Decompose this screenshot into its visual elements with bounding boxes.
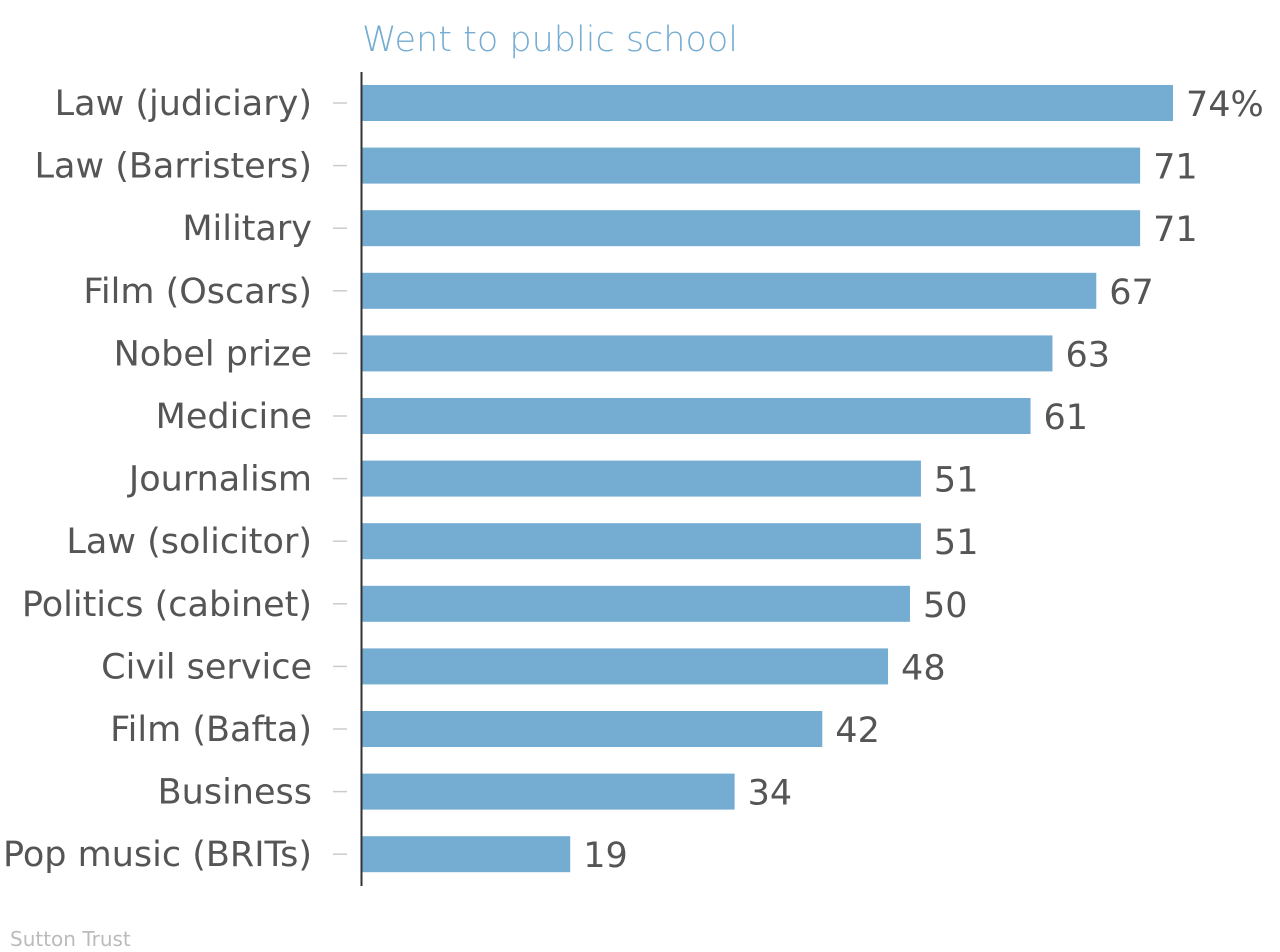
bar bbox=[362, 460, 921, 497]
bar bbox=[362, 272, 1097, 309]
category-label: Law (solicitor) bbox=[66, 522, 312, 562]
category-label: Civil service bbox=[101, 647, 312, 687]
value-label: 51 bbox=[934, 461, 979, 501]
value-label: 61 bbox=[1044, 398, 1089, 438]
value-label: 67 bbox=[1109, 273, 1154, 313]
value-label: 34 bbox=[748, 774, 793, 814]
category-label: Film (Oscars) bbox=[83, 272, 312, 312]
bar bbox=[362, 210, 1141, 247]
category-label: Medicine bbox=[156, 397, 312, 437]
bar bbox=[362, 523, 921, 560]
category-label: Business bbox=[158, 773, 312, 813]
value-label: 19 bbox=[583, 836, 628, 876]
category-label: Film (Bafta) bbox=[110, 710, 312, 750]
source-label: Sutton Trust bbox=[10, 927, 131, 951]
category-label: Nobel prize bbox=[114, 334, 312, 374]
value-label: 50 bbox=[923, 586, 968, 626]
value-label: 63 bbox=[1065, 335, 1110, 375]
value-label: 74% bbox=[1186, 85, 1264, 125]
category-label: Politics (cabinet) bbox=[22, 585, 312, 625]
value-label: 71 bbox=[1153, 148, 1198, 188]
value-label: 48 bbox=[901, 648, 946, 688]
value-label: 42 bbox=[835, 711, 880, 751]
bar bbox=[362, 585, 910, 622]
category-label: Law (Barristers) bbox=[35, 147, 312, 187]
bar bbox=[362, 335, 1053, 372]
value-label: 71 bbox=[1153, 210, 1198, 250]
bars-group: Law (judiciary) 74% Law (Barristers) 71 Mili… bbox=[3, 84, 1264, 876]
bar bbox=[362, 836, 571, 873]
category-label: Military bbox=[182, 209, 312, 249]
bar bbox=[362, 85, 1173, 121]
bar bbox=[362, 711, 823, 747]
series-label: Went to public school bbox=[362, 20, 738, 60]
bar bbox=[362, 648, 889, 685]
bar bbox=[362, 147, 1141, 184]
bar bbox=[362, 773, 735, 810]
category-label: Journalism bbox=[127, 460, 312, 500]
category-label: Law (judiciary) bbox=[55, 84, 312, 124]
value-label: 51 bbox=[934, 523, 979, 563]
bar bbox=[362, 398, 1031, 434]
category-label: Pop music (BRITs) bbox=[3, 835, 312, 875]
